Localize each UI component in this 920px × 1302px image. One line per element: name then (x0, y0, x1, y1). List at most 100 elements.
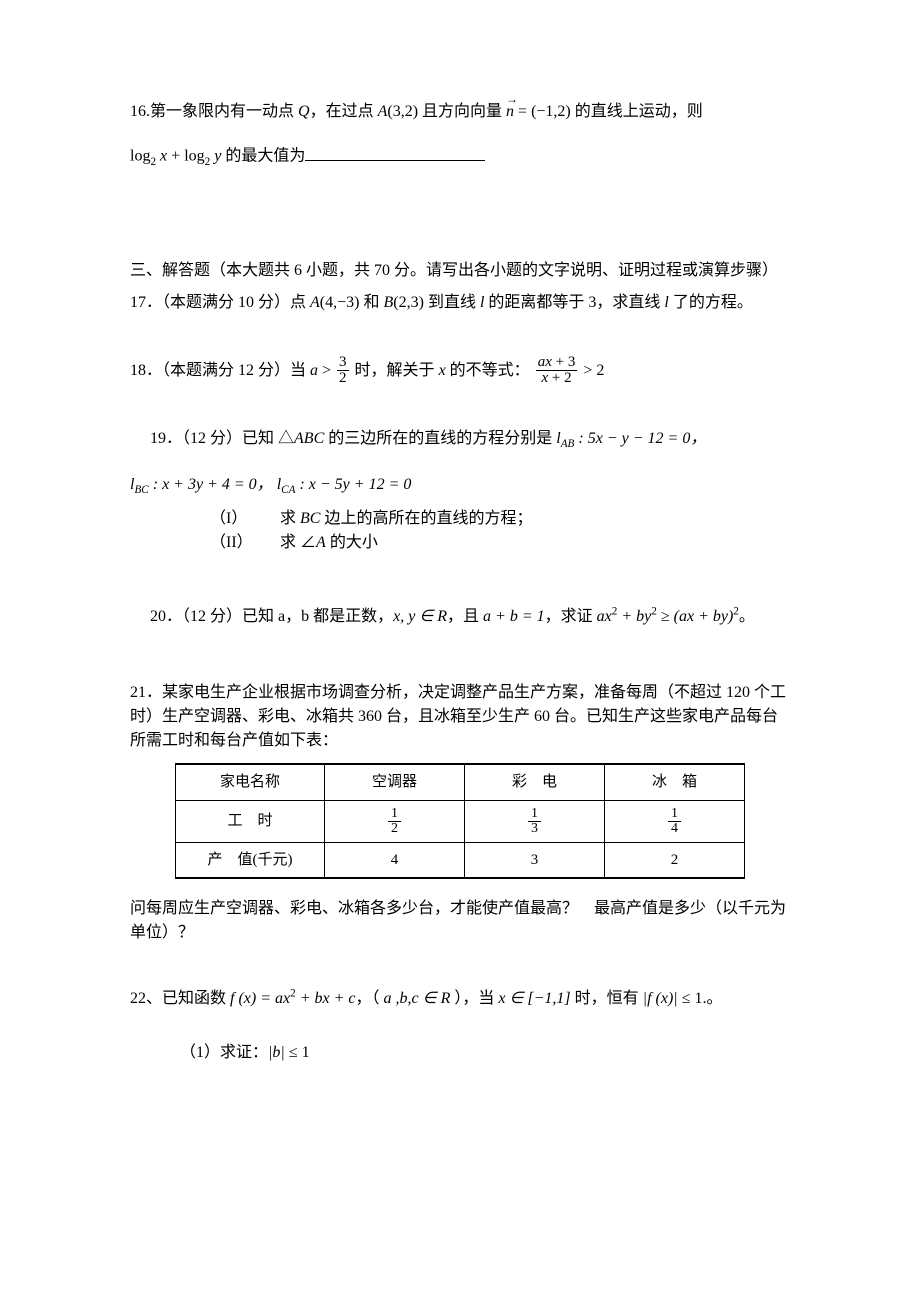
text: 的三边所在的直线的方程分别是 (324, 430, 556, 447)
log-text: log (130, 148, 150, 165)
problem-21: 21．某家电生产企业根据市场调查分析，决定调整产品生产方案，准备每周（不超过 1… (130, 681, 790, 945)
sub-CA: CA (281, 484, 295, 496)
cell: 4 (325, 842, 465, 878)
p19-line2: lBC : x + 3y + 4 = 0， lCA : x − 5y + 12 … (130, 473, 790, 497)
text: ，在过点 (310, 103, 378, 120)
and: 和 (359, 294, 383, 311)
text: 16.第一象限内有一动点 (130, 103, 298, 120)
sub-BC: BC (134, 484, 148, 496)
fraction-3-2: 32 (335, 355, 351, 388)
col-header: 家电名称 (176, 764, 325, 800)
fraction: 13 (528, 807, 541, 836)
eq-CA: : x − 5y + 12 = 0 (295, 476, 411, 493)
var-Q: Q (298, 103, 310, 120)
row-label: 产 值(千元) (176, 842, 325, 878)
var-y: y (210, 148, 221, 165)
var-a: a (310, 362, 318, 379)
text: ），当 (450, 990, 498, 1007)
abs-b: b (268, 1044, 285, 1061)
section-3-title: 三、解答题（本大题共 6 小题，共 70 分。请写出各小题的文字说明、证明过程或… (130, 259, 790, 283)
point-A: (3,2) (387, 103, 418, 120)
p19-sub2: （II）求 ∠A 的大小 (130, 531, 790, 555)
spacer (130, 651, 790, 681)
vector-n-value: = (−1,2) (514, 103, 571, 120)
by: + by (617, 608, 651, 625)
xyR: x, y ∈ R (393, 608, 447, 625)
text: 。 (739, 608, 755, 625)
p21-para2: 问每周应生产空调器、彩电、冰箱各多少台，才能使产值最高？ 最高产值是多少（以千元… (130, 897, 790, 945)
BC: BC (300, 510, 320, 527)
text: 时，解关于 (351, 362, 439, 379)
var-A: A (378, 103, 388, 120)
den: 4 (668, 822, 681, 836)
gt2: > 2 (579, 362, 604, 379)
x-interval: x ∈ [−1,1] (498, 990, 570, 1007)
numerator: ax + 3 (536, 355, 578, 372)
le1: ≤ 1 (285, 1044, 310, 1061)
text: 到直线 (424, 294, 480, 311)
le1: ≤ 1. (678, 990, 707, 1007)
point-A: (4,−3) (320, 294, 360, 311)
gt: > (318, 362, 335, 379)
text: 的大小 (326, 534, 378, 551)
problem-22: 22、已知函数 f (x) = ax2 + bx + c，（ a ,b,c ∈ … (130, 987, 790, 1065)
row-label: 工 时 (176, 800, 325, 842)
abcR: a ,b,c ∈ R (384, 990, 451, 1007)
angle: ∠ (300, 534, 316, 551)
text: 求 (280, 510, 300, 527)
text: 了的方程。 (669, 294, 753, 311)
cell: 2 (605, 842, 745, 878)
table-row: 工 时 12 13 14 (176, 800, 745, 842)
text: ，且 (447, 608, 483, 625)
table-header-row: 家电名称 空调器 彩 电 冰 箱 (176, 764, 745, 800)
fx: f (x) = ax (230, 990, 290, 1007)
point-B: (2,3) (393, 294, 424, 311)
text: 18．（本题满分 12 分）当 (130, 362, 310, 379)
p21-para1: 21．某家电生产企业根据市场调查分析，决定调整产品生产方案，准备每周（不超过 1… (130, 681, 790, 753)
sub-AB: AB (561, 438, 575, 450)
den: 2 (388, 822, 401, 836)
cell: 3 (465, 842, 605, 878)
A: A (316, 534, 326, 551)
text: 的不等式： (446, 362, 530, 379)
cell: 12 (325, 800, 465, 842)
plus3: + 3 (552, 354, 575, 370)
fraction-ineq: ax + 3x + 2 (534, 355, 580, 388)
problem-17: 17．（本题满分 10 分）点 A(4,−3) 和 B(2,3) 到直线 l 的… (130, 291, 790, 315)
spacer (130, 1011, 790, 1041)
triangle: △ (278, 430, 294, 447)
ax: ax (597, 608, 612, 625)
num: 1 (668, 807, 681, 822)
answer-blank (305, 142, 485, 161)
var-A: A (310, 294, 320, 311)
text: 的距离都等于 3，求直线 (484, 294, 664, 311)
var-x: x (439, 362, 446, 379)
numerator: 3 (337, 355, 349, 372)
table-row: 产 值(千元) 4 3 2 (176, 842, 745, 878)
ABC: ABC (294, 430, 324, 447)
dot: 。 (706, 990, 722, 1007)
cell: 13 (465, 800, 605, 842)
var-x: x (156, 148, 167, 165)
text: 时，恒有 (571, 990, 643, 1007)
ge: ≥ (657, 608, 674, 625)
p22-sub1: （1）求证：b ≤ 1 (130, 1041, 790, 1065)
den: 3 (528, 822, 541, 836)
log-text: log (184, 148, 204, 165)
bxc: + bx + c (296, 990, 356, 1007)
roman-II: （II） (210, 531, 280, 555)
p16-line2: log2 x + log2 y 的最大值为 (130, 142, 790, 169)
col-header: 冰 箱 (605, 764, 745, 800)
p19-sub1: （I）求 BC 边上的高所在的直线的方程； (130, 507, 790, 531)
col-header: 彩 电 (465, 764, 605, 800)
denominator: x + 2 (536, 371, 578, 387)
problem-16: 16.第一象限内有一动点 Q，在过点 A(3,2) 且方向向量 n = (−1,… (130, 100, 790, 169)
rhs: (ax + by) (674, 608, 734, 625)
ab1: a + b = 1 (483, 608, 545, 625)
text: 的最大值为 (221, 148, 305, 165)
plus: + (167, 148, 184, 165)
denominator: 2 (337, 371, 349, 387)
text: ，（ (356, 990, 384, 1007)
ax: ax (538, 354, 552, 370)
text: 17．（本题满分 10 分）点 (130, 294, 310, 311)
